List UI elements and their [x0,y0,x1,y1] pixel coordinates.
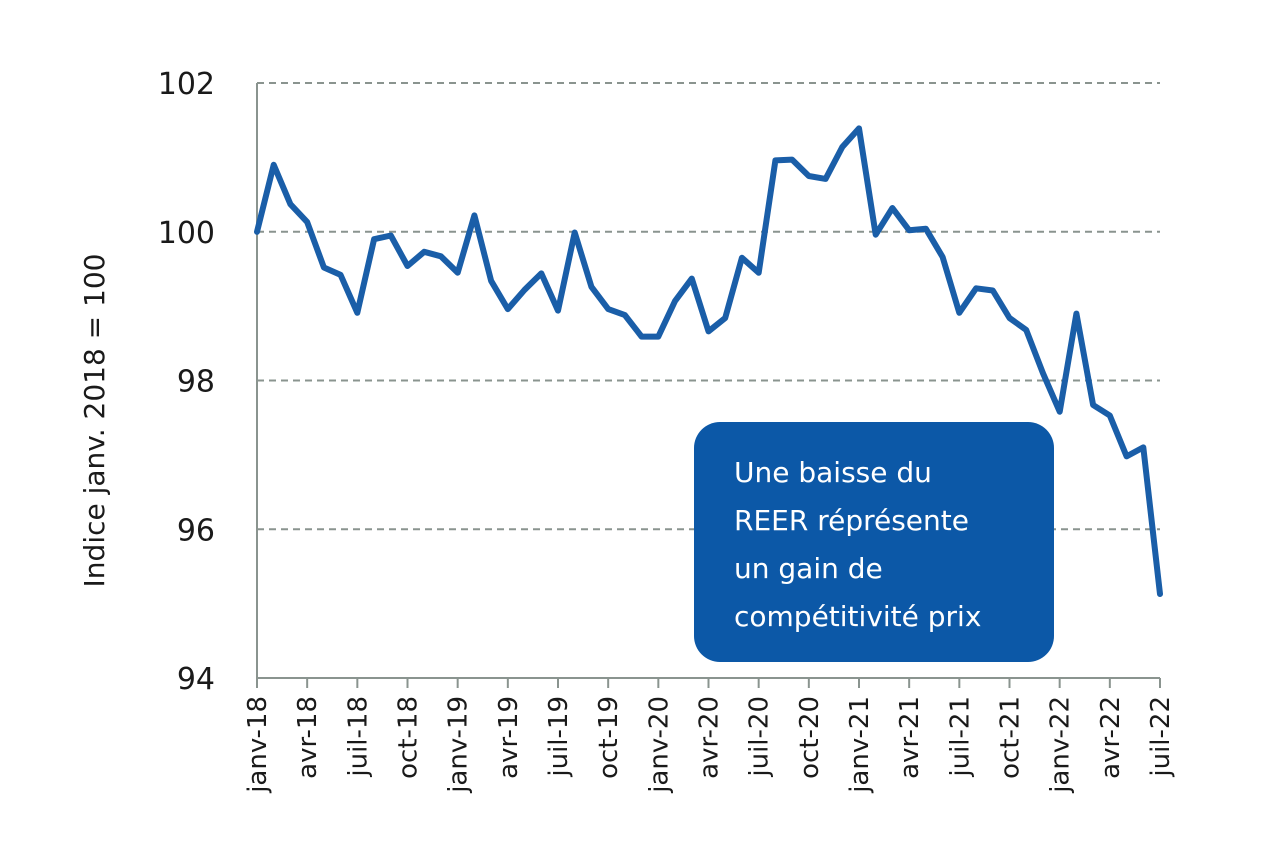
x-tick-label: avr-21 [895,696,925,779]
x-tick-labels: janv-18 avr-18 juil-18 oct-18 janv-19 avr-19 j… [243,678,1176,794]
x-tick-label: avr-19 [494,696,524,779]
annotation-line: REER réprésente [734,504,969,537]
y-tick-label: 98 [177,365,215,400]
series-line [254,125,1163,597]
x-tick-label: janv-18 [243,696,273,794]
x-tick-label: juil-19 [544,696,574,778]
x-tick-label: juil-20 [745,696,775,778]
x-tick-label: janv-20 [644,696,674,794]
x-tick-label: avr-18 [293,696,323,779]
y-axis-title: Indice janv. 2018 = 100 [78,254,111,588]
x-tick-label: avr-20 [695,696,725,779]
annotation-box [694,422,1054,662]
x-tick-label: avr-22 [1096,696,1126,779]
x-tick-label: oct-21 [996,696,1026,779]
annotation-line: Une baisse du [734,456,932,489]
x-tick-label: janv-19 [444,696,474,794]
annotation-line: un gain de [734,552,883,585]
series-group [254,125,1163,597]
x-tick-label: oct-20 [795,696,825,779]
y-tick-label: 94 [177,662,215,697]
annotation-line: compétitivité prix [734,600,981,633]
x-tick-label: juil-21 [945,696,975,778]
y-tick-labels: 94 96 98 100 102 [158,67,215,697]
x-tick-label: juil-22 [1146,696,1176,778]
x-tick-label: janv-21 [845,696,875,794]
annotation-callout: Une baisse du REER réprésente un gain de… [694,422,1054,662]
x-tick-label: juil-18 [343,696,373,778]
x-tick-label: oct-18 [394,696,424,779]
y-tick-label: 100 [158,216,215,251]
y-tick-label: 102 [158,67,215,102]
x-tick-label: oct-19 [594,696,624,779]
x-tick-label: janv-22 [1046,696,1076,794]
y-tick-label: 96 [177,513,215,548]
